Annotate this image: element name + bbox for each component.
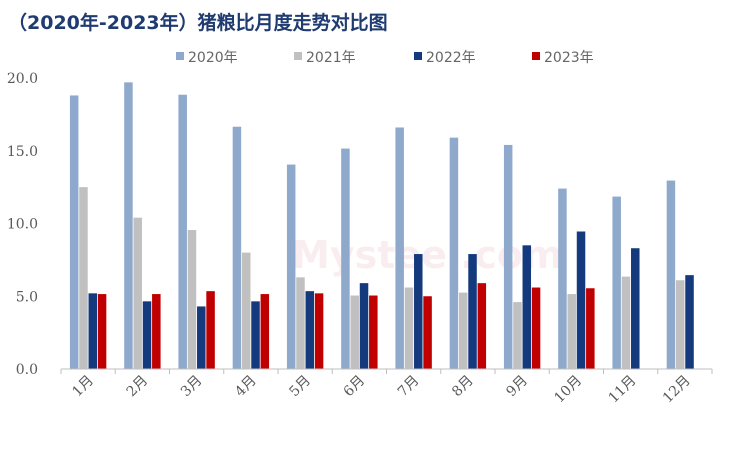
legend-swatch-2020年 (176, 52, 184, 60)
x-axis: 1月 2月 3月 4月 5月 6月 7月 8月 9月 10月 11月 12月 (60, 368, 713, 407)
x-tick-label: 9月 (503, 373, 531, 401)
x-tick-label: 2月 (124, 373, 152, 401)
bar-2022年-8月 (468, 254, 477, 369)
bar-2022年-3月 (197, 306, 206, 369)
bar-2021年-8月 (458, 292, 468, 369)
bar-2020年-1月 (69, 95, 79, 370)
y-tick-label: 20.0 (7, 71, 38, 87)
bar-2023年-1月 (97, 294, 107, 369)
x-tick-label: 7月 (395, 373, 423, 401)
bar-2023年-8月 (477, 283, 487, 369)
bar-2023年-3月 (206, 291, 215, 369)
bar-2021年-6月 (350, 295, 359, 369)
legend-label-2022年: 2022年 (426, 50, 476, 66)
bar-2022年-4月 (251, 301, 260, 369)
x-tick-label: 8月 (449, 373, 477, 401)
bar-2022年-5月 (305, 291, 315, 369)
x-tick-label: 3月 (178, 373, 206, 401)
x-tick-label: 5月 (286, 373, 314, 401)
x-tick-label: 6月 (341, 373, 369, 401)
bar-2022年-6月 (359, 283, 369, 369)
bar-2023年-7月 (423, 296, 432, 369)
bar-2020年-3月 (178, 94, 187, 370)
y-tick-label: 15.0 (7, 144, 38, 160)
legend-label-2020年: 2020年 (188, 50, 238, 66)
bar-2021年-12月 (675, 280, 685, 369)
x-tick-label: 12月 (660, 373, 694, 407)
bar-2022年-10月 (576, 231, 586, 369)
bar-2020年-7月 (395, 127, 404, 369)
bar-2021年-7月 (404, 287, 414, 369)
y-axis: 0.0 5.0 10.0 15.0 20.0 (7, 71, 38, 378)
bar-2020年-10月 (558, 188, 567, 369)
y-tick-label: 10.0 (7, 217, 38, 233)
bar-2023年-2月 (152, 294, 161, 369)
bar-2023年-10月 (586, 288, 595, 369)
bar-2022年-9月 (522, 245, 532, 369)
legend: 2020年 2021年 2022年 2023年 (176, 50, 594, 66)
bar-2021年-2月 (133, 217, 142, 369)
bar-2023年-4月 (260, 294, 270, 369)
bar-2020年-11月 (612, 196, 621, 369)
bar-2021年-9月 (513, 302, 522, 369)
bar-2021年-4月 (241, 252, 251, 369)
bar-2021年-5月 (296, 277, 305, 369)
legend-swatch-2021年 (294, 52, 302, 60)
y-tick-label: 5.0 (16, 289, 38, 305)
legend-swatch-2023年 (532, 52, 540, 60)
x-tick-label: 11月 (606, 373, 640, 407)
bar-2020年-6月 (341, 148, 350, 369)
bar-2023年-6月 (369, 295, 378, 369)
y-tick-label: 0.0 (16, 362, 38, 378)
bar-2022年-12月 (685, 275, 694, 369)
chart-title: （2020年-2023年）猪粮比月度走势对比图 (8, 12, 388, 34)
legend-label-2023年: 2023年 (544, 50, 594, 66)
bar-2021年-10月 (567, 294, 576, 369)
watermark: Mysteel.com (292, 233, 563, 277)
bar-2020年-12月 (666, 180, 676, 369)
bar-2023年-9月 (531, 287, 541, 369)
bar-2021年-11月 (621, 276, 631, 369)
x-tick-label: 4月 (232, 373, 260, 401)
x-tick-label: 1月 (69, 373, 97, 401)
bar-2020年-5月 (286, 164, 296, 369)
watermark-text: Mysteel.com (292, 233, 563, 277)
bar-2023年-5月 (314, 293, 324, 369)
legend-label-2021年: 2021年 (306, 50, 356, 66)
bar-2022年-1月 (88, 293, 98, 369)
bar-2020年-8月 (449, 137, 459, 369)
legend-swatch-2022年 (414, 52, 422, 60)
bar-2020年-2月 (124, 82, 133, 370)
bar-2020年-9月 (503, 144, 513, 369)
bars (69, 82, 694, 370)
bar-2022年-11月 (631, 248, 640, 369)
x-tick-label: 10月 (551, 373, 585, 407)
bar-2021年-3月 (187, 230, 197, 369)
bar-2021年-1月 (79, 187, 88, 369)
bar-2022年-2月 (142, 301, 152, 369)
bar-2020年-4月 (232, 126, 242, 370)
bar-2022年-7月 (414, 254, 423, 369)
